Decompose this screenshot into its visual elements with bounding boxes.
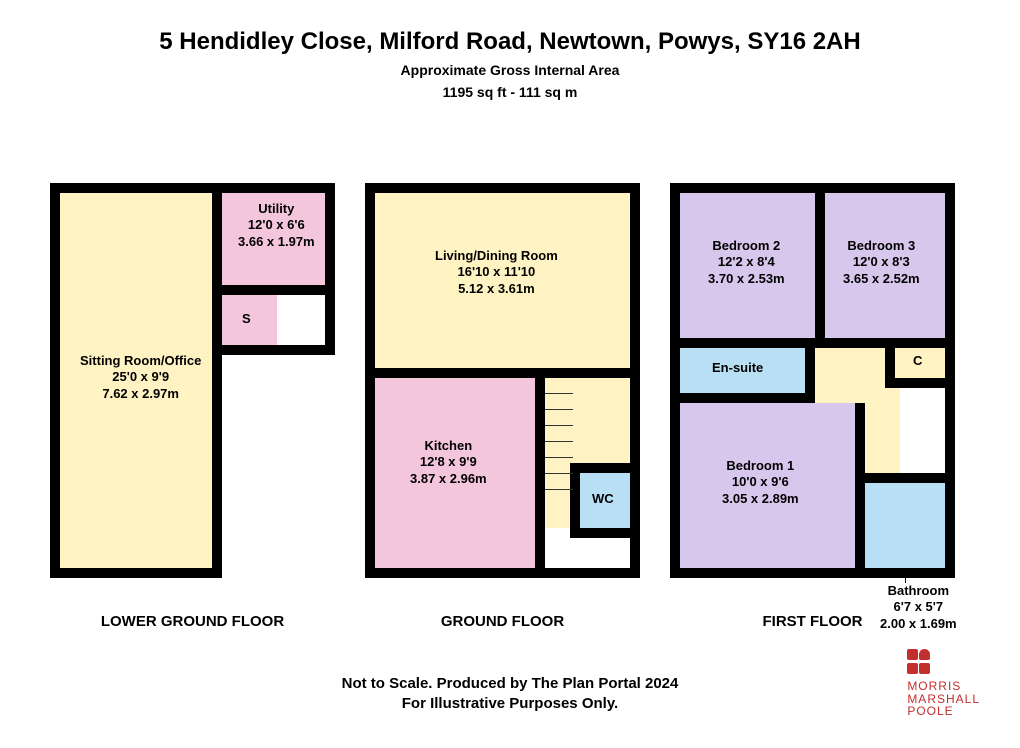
- wall: [855, 473, 955, 483]
- wall: [570, 463, 640, 473]
- stair-tread: [545, 425, 573, 426]
- room-unnamed: [865, 483, 945, 568]
- room-label: Utility 12'0 x 6'6 3.66 x 1.97m: [238, 201, 315, 250]
- wall: [815, 183, 825, 338]
- stair-tread: [545, 441, 573, 442]
- footer-line-1: Not to Scale. Produced by The Plan Porta…: [0, 675, 1020, 692]
- floorplan-container: Sitting Room/Office 25'0 x 9'9 7.62 x 2.…: [0, 173, 1020, 613]
- wall: [365, 368, 640, 378]
- wall: [670, 568, 955, 578]
- stair-tread: [545, 457, 573, 458]
- wall: [855, 403, 865, 578]
- room-label: WC: [592, 491, 614, 507]
- wall: [805, 338, 815, 403]
- pointer-line: [905, 568, 906, 583]
- wall: [670, 183, 955, 193]
- room-label: Bedroom 3 12'0 x 8'3 3.65 x 2.52m: [843, 238, 920, 287]
- wall: [885, 378, 955, 388]
- plan-lower-ground: Sitting Room/Office 25'0 x 9'9 7.62 x 2.…: [50, 183, 335, 578]
- wall: [535, 368, 545, 578]
- wall: [670, 393, 805, 403]
- wall: [212, 285, 335, 295]
- room-label: Living/Dining Room 16'10 x 11'10 5.12 x …: [435, 248, 558, 297]
- stair-tread: [545, 409, 573, 410]
- brand-logo: MORRIS MARSHALL POOLE: [907, 649, 980, 718]
- wall: [50, 183, 60, 578]
- wall: [670, 183, 680, 578]
- logo-shape-icon: [907, 663, 918, 674]
- room-label: Bedroom 2 12'2 x 8'4 3.70 x 2.53m: [708, 238, 785, 287]
- wall: [325, 183, 335, 355]
- logo-shape-icon: [919, 649, 930, 660]
- wall: [212, 345, 335, 355]
- area-line-1: Approximate Gross Internal Area: [0, 62, 1020, 78]
- stair-tread: [545, 393, 573, 394]
- floor-label: LOWER GROUND FLOOR: [50, 613, 335, 630]
- logo-text-1: MORRIS: [907, 680, 980, 693]
- wall: [50, 568, 222, 578]
- stair-tread: [545, 473, 573, 474]
- bathroom-external-label: Bathroom 6'7 x 5'7 2.00 x 1.69m: [880, 583, 957, 632]
- wall: [212, 355, 222, 578]
- wall: [365, 568, 640, 578]
- wall: [365, 183, 640, 193]
- wall: [885, 338, 895, 383]
- room-label: S: [242, 311, 251, 327]
- plan-ground: Living/Dining Room 16'10 x 11'10 5.12 x …: [365, 183, 640, 578]
- stair-tread: [545, 489, 573, 490]
- wall: [50, 183, 335, 193]
- footer-line-2: For Illustrative Purposes Only.: [0, 695, 1020, 712]
- logo-shape-icon: [907, 649, 918, 660]
- wall: [630, 183, 640, 578]
- room-label: Kitchen 12'8 x 9'9 3.87 x 2.96m: [410, 438, 487, 487]
- wall: [570, 528, 640, 538]
- logo-text-3: POOLE: [907, 705, 980, 718]
- plan-first: Bedroom 2 12'2 x 8'4 3.70 x 2.53m Bedroom…: [670, 183, 955, 578]
- wall: [365, 183, 375, 578]
- room-label: C: [913, 353, 922, 369]
- logo-shape-icon: [919, 663, 930, 674]
- floor-label: GROUND FLOOR: [365, 613, 640, 630]
- room-label: Bedroom 1 10'0 x 9'6 3.05 x 2.89m: [722, 458, 799, 507]
- wall: [212, 183, 222, 355]
- area-line-2: 1195 sq ft - 111 sq m: [0, 84, 1020, 100]
- page-title: 5 Hendidley Close, Milford Road, Newtown…: [0, 28, 1020, 56]
- room-label: En-suite: [712, 360, 763, 376]
- room-label: Sitting Room/Office 25'0 x 9'9 7.62 x 2.…: [80, 353, 201, 402]
